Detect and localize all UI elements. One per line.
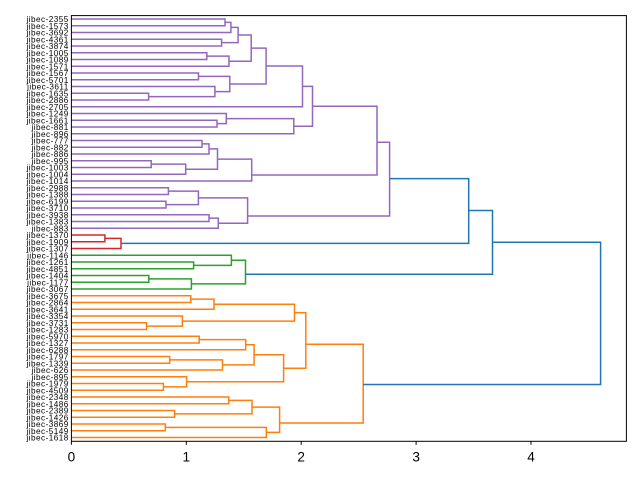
svg-text:jibec-3869: jibec-3869 (26, 420, 69, 429)
svg-text:jibec-1618: jibec-1618 (26, 434, 69, 443)
svg-text:jibec-5701: jibec-5701 (26, 76, 69, 85)
svg-text:jibec-995: jibec-995 (31, 157, 69, 166)
svg-text:jibec-1486: jibec-1486 (26, 400, 69, 409)
svg-text:jibec-2355: jibec-2355 (26, 15, 69, 24)
svg-text:jibec-2348: jibec-2348 (26, 393, 69, 402)
svg-text:jibec-1661: jibec-1661 (26, 116, 69, 125)
svg-text:jibec-1261: jibec-1261 (26, 258, 69, 267)
svg-text:2: 2 (297, 450, 305, 465)
svg-text:0: 0 (68, 450, 76, 465)
svg-text:jibec-5970: jibec-5970 (26, 332, 69, 341)
svg-text:jibec-1383: jibec-1383 (26, 218, 69, 227)
svg-text:jibec-1426: jibec-1426 (26, 413, 69, 422)
svg-text:jibec-1370: jibec-1370 (26, 231, 69, 240)
svg-text:jibec-4851: jibec-4851 (26, 265, 69, 274)
svg-text:jibec-1635: jibec-1635 (26, 89, 69, 98)
svg-text:jibec-881: jibec-881 (31, 123, 69, 132)
svg-text:jibec-3611: jibec-3611 (26, 83, 69, 92)
svg-text:jibec-6199: jibec-6199 (26, 197, 69, 206)
svg-text:jibec-1146: jibec-1146 (26, 251, 69, 260)
svg-text:jibec-1283: jibec-1283 (26, 326, 69, 335)
svg-text:jibec-2389: jibec-2389 (26, 407, 69, 416)
svg-text:jibec-1979: jibec-1979 (26, 380, 69, 389)
svg-text:jibec-4361: jibec-4361 (26, 35, 69, 44)
svg-text:3: 3 (412, 450, 420, 465)
svg-text:jibec-2988: jibec-2988 (26, 184, 69, 193)
svg-text:jibec-1388: jibec-1388 (26, 191, 69, 200)
svg-text:jibec-1573: jibec-1573 (26, 22, 69, 31)
svg-text:jibec-883: jibec-883 (31, 224, 69, 233)
svg-text:jibec-896: jibec-896 (31, 130, 69, 139)
svg-text:jibec-3675: jibec-3675 (26, 292, 69, 301)
svg-text:jibec-1307: jibec-1307 (26, 245, 69, 254)
svg-text:jibec-3641: jibec-3641 (26, 305, 69, 314)
svg-text:jibec-1571: jibec-1571 (26, 62, 69, 71)
svg-text:jibec-882: jibec-882 (31, 143, 69, 152)
svg-text:jibec-2864: jibec-2864 (26, 299, 69, 308)
svg-text:4: 4 (527, 450, 535, 465)
svg-text:1: 1 (183, 450, 191, 465)
svg-text:jibec-1567: jibec-1567 (26, 69, 69, 78)
svg-text:jibec-626: jibec-626 (31, 366, 69, 375)
svg-text:jibec-3067: jibec-3067 (26, 285, 69, 294)
svg-text:jibec-1089: jibec-1089 (26, 56, 69, 65)
svg-text:jibec-4509: jibec-4509 (26, 386, 69, 395)
svg-text:jibec-1003: jibec-1003 (26, 164, 69, 173)
svg-text:jibec-895: jibec-895 (31, 373, 69, 382)
svg-text:jibec-1004: jibec-1004 (26, 170, 69, 179)
svg-text:jibec-1797: jibec-1797 (26, 353, 69, 362)
svg-text:jibec-3710: jibec-3710 (26, 204, 69, 213)
svg-text:jibec-886: jibec-886 (31, 150, 69, 159)
svg-text:jibec-3731: jibec-3731 (26, 319, 69, 328)
svg-text:jibec-6288: jibec-6288 (26, 346, 69, 355)
svg-text:jibec-1327: jibec-1327 (26, 339, 69, 348)
svg-text:jibec-777: jibec-777 (31, 137, 69, 146)
svg-text:jibec-1177: jibec-1177 (26, 278, 69, 287)
svg-text:jibec-1909: jibec-1909 (26, 238, 69, 247)
svg-text:jibec-3874: jibec-3874 (26, 42, 69, 51)
svg-text:jibec-3938: jibec-3938 (26, 211, 69, 220)
svg-text:jibec-5149: jibec-5149 (26, 427, 69, 436)
svg-text:jibec-1404: jibec-1404 (26, 272, 69, 281)
svg-text:jibec-2886: jibec-2886 (26, 96, 69, 105)
svg-text:jibec-2705: jibec-2705 (26, 103, 69, 112)
svg-text:jibec-3354: jibec-3354 (26, 312, 69, 321)
svg-text:jibec-1014: jibec-1014 (26, 177, 69, 186)
svg-text:jibec-3692: jibec-3692 (26, 29, 69, 38)
svg-text:jibec-1339: jibec-1339 (26, 359, 69, 368)
svg-text:jibec-1249: jibec-1249 (26, 110, 69, 119)
svg-text:jibec-1005: jibec-1005 (26, 49, 69, 58)
